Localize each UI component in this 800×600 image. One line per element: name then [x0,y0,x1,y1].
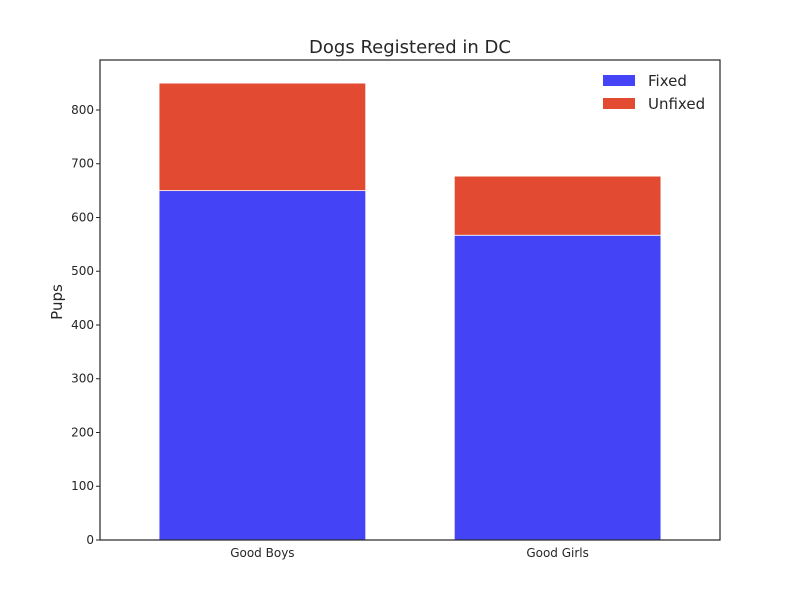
y-tick-label: 600 [71,210,94,224]
legend-label-fixed: Fixed [648,72,687,90]
legend-swatch-fixed [603,75,635,86]
bar-fixed-good-girls [453,234,662,541]
bar-unfixed-good-boys [158,82,367,192]
bar-fixed-good-boys [158,190,367,541]
x-tick-label: Good Boys [230,546,294,560]
y-tick-label: 500 [71,264,94,278]
y-tick-label: 300 [71,372,94,386]
plot-frame [99,59,721,541]
legend-label-unfixed: Unfixed [648,95,705,113]
x-tick-label: Good Girls [526,546,589,560]
legend-swatch-unfixed [603,98,635,109]
bar-unfixed-good-girls [453,175,662,236]
bars-group [158,82,662,541]
y-tick-label: 700 [71,157,94,171]
y-axis-ticks: 0 100 200 300 400 500 600 700 800 [71,103,100,547]
y-tick-label: 400 [71,318,94,332]
y-axis-title: Pups [48,284,66,320]
y-tick-label: 800 [71,103,94,117]
y-tick-label: 0 [86,533,94,547]
legend: Fixed Unfixed [603,72,705,113]
y-tick-label: 200 [71,425,94,439]
x-axis-ticks: Good Boys Good Girls [230,546,589,560]
chart-title: Dogs Registered in DC [309,37,511,58]
y-tick-label: 100 [71,479,94,493]
